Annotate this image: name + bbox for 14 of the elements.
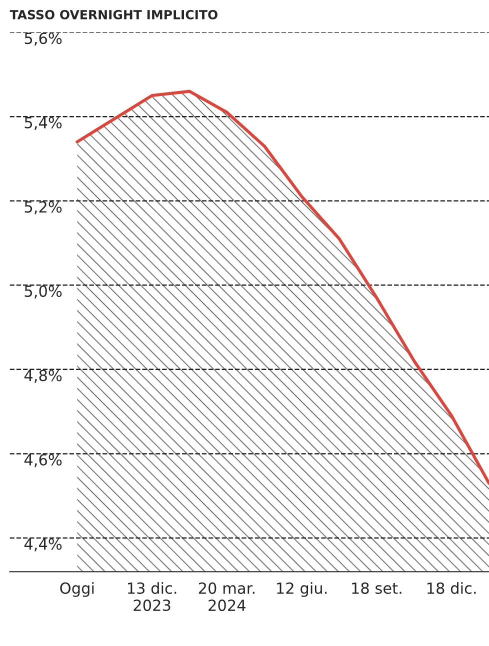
y-tick-label: 5,2% <box>24 201 62 214</box>
x-tick-label: Oggi <box>60 582 94 597</box>
y-tick-label: 5,0% <box>24 285 62 299</box>
chart-title: TASSO OVERNIGHT IMPLICITO <box>10 10 218 20</box>
x-tick-label: 18 dic. <box>427 582 476 594</box>
x-tick-label: 18 set. <box>352 582 402 594</box>
y-tick-label: 4,6% <box>24 454 62 468</box>
y-tick-label: 5,4% <box>24 116 62 130</box>
y-tick-label: 5,6% <box>24 32 62 46</box>
x-tick-label: 13 dic. 2023 <box>128 582 176 612</box>
y-tick-label: 4,8% <box>24 370 62 383</box>
x-tick-label: 12 giu. <box>277 582 327 597</box>
y-tick-label: 4,4% <box>24 538 62 552</box>
x-tick-label: 20 mar. 2024 <box>198 582 254 612</box>
